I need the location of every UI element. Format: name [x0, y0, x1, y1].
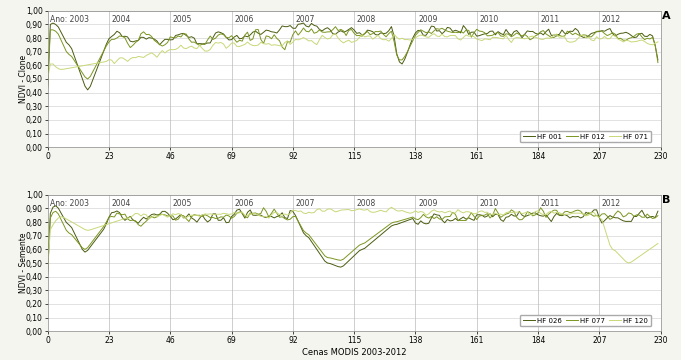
HF 077: [542, 215, 550, 220]
Text: 2007: 2007: [296, 199, 315, 208]
Text: B: B: [663, 195, 671, 205]
HF 012: [44, 87, 52, 91]
HF 071: [651, 41, 659, 45]
X-axis label: Cenas MODIS 2003-2012: Cenas MODIS 2003-2012: [302, 348, 407, 357]
HF 001: [158, 40, 166, 44]
HF 120: [387, 205, 396, 210]
HF 012: [528, 36, 537, 40]
Text: 2012: 2012: [602, 199, 621, 208]
Legend: HF 001, HF 012, HF 071: HF 001, HF 012, HF 071: [520, 131, 651, 142]
HF 120: [44, 268, 52, 272]
HF 120: [651, 243, 659, 248]
HF 120: [611, 249, 619, 253]
HF 001: [44, 85, 52, 89]
HF 071: [44, 77, 52, 81]
Text: 2008: 2008: [357, 199, 376, 208]
HF 120: [654, 241, 662, 246]
HF 077: [537, 206, 545, 210]
HF 026: [52, 204, 60, 208]
Y-axis label: NDVI - Clone: NDVI - Clone: [18, 55, 27, 103]
Text: 2010: 2010: [479, 199, 498, 208]
HF 077: [155, 212, 163, 216]
HF 077: [44, 268, 52, 272]
HF 012: [542, 32, 550, 36]
Text: 2012: 2012: [602, 15, 621, 24]
HF 071: [542, 36, 550, 40]
HF 026: [158, 209, 166, 213]
Line: HF 001: HF 001: [48, 23, 658, 90]
HF 071: [251, 44, 259, 48]
HF 001: [84, 88, 92, 92]
Text: 2011: 2011: [541, 15, 560, 24]
Text: 2009: 2009: [418, 199, 437, 208]
Text: 2009: 2009: [418, 15, 437, 24]
Text: 2004: 2004: [112, 15, 131, 24]
HF 077: [651, 216, 659, 220]
HF 012: [332, 24, 340, 29]
HF 001: [513, 28, 521, 33]
HF 026: [44, 273, 52, 277]
HF 071: [528, 34, 537, 38]
HF 026: [254, 213, 262, 217]
Legend: HF 026, HF 077, HF 120: HF 026, HF 077, HF 120: [520, 315, 651, 327]
HF 001: [614, 32, 622, 36]
Text: 2004: 2004: [112, 199, 131, 208]
HF 120: [542, 212, 550, 217]
HF 012: [651, 43, 659, 47]
Text: 2005: 2005: [173, 15, 192, 24]
HF 026: [542, 213, 550, 217]
HF 120: [155, 213, 163, 218]
HF 077: [251, 211, 259, 215]
HF 012: [251, 28, 259, 32]
Text: 2006: 2006: [234, 199, 253, 208]
Text: 2006: 2006: [234, 15, 253, 24]
HF 120: [528, 212, 537, 217]
HF 001: [654, 58, 662, 62]
HF 012: [611, 32, 619, 36]
HF 001: [545, 27, 553, 31]
Text: 2007: 2007: [296, 15, 315, 24]
HF 001: [531, 31, 539, 35]
Line: HF 012: HF 012: [48, 27, 658, 89]
Line: HF 120: HF 120: [48, 207, 658, 270]
Text: Ano: 2003: Ano: 2003: [50, 199, 89, 208]
HF 077: [654, 213, 662, 218]
Text: Ano: 2003: Ano: 2003: [50, 15, 89, 24]
Text: 2010: 2010: [479, 15, 498, 24]
Line: HF 071: HF 071: [48, 33, 658, 79]
HF 026: [528, 211, 537, 215]
Line: HF 026: HF 026: [48, 206, 658, 275]
Y-axis label: NDVI - Semente: NDVI - Semente: [18, 233, 27, 293]
HF 071: [430, 31, 438, 36]
Text: 2005: 2005: [173, 199, 192, 208]
HF 071: [654, 40, 662, 44]
HF 071: [155, 51, 163, 56]
Text: 2011: 2011: [541, 199, 560, 208]
HF 012: [155, 42, 163, 46]
HF 120: [251, 212, 259, 216]
HF 026: [651, 215, 659, 220]
HF 077: [526, 211, 534, 215]
HF 077: [611, 212, 619, 216]
HF 001: [254, 31, 262, 35]
Text: 2008: 2008: [357, 15, 376, 24]
HF 071: [611, 34, 619, 38]
Text: A: A: [663, 11, 671, 21]
HF 026: [611, 216, 619, 220]
HF 001: [300, 21, 308, 25]
HF 012: [654, 60, 662, 65]
Line: HF 077: HF 077: [48, 208, 658, 270]
HF 026: [654, 209, 662, 213]
